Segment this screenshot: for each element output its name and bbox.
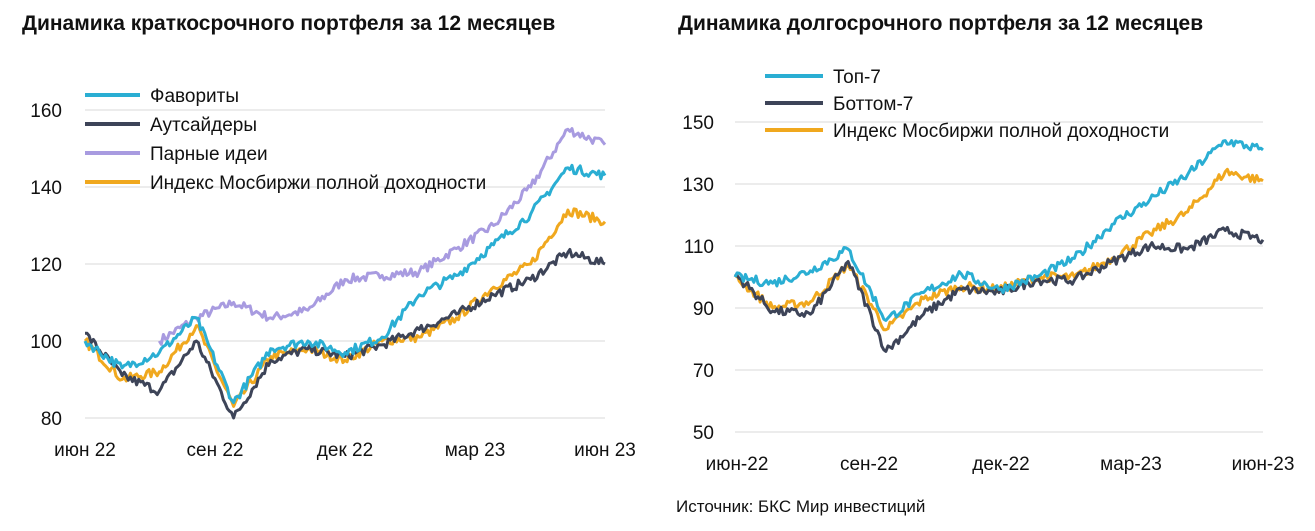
x-tick-label: мар-23	[1100, 454, 1162, 475]
y-tick-label: 100	[30, 332, 62, 353]
y-tick-label: 120	[30, 255, 62, 276]
chart-title-short: Динамика краткосрочного портфеля за 12 м…	[22, 12, 556, 35]
legend-label: Индекс Мосбиржи полной доходности	[833, 121, 1169, 142]
x-tick-label: июн-22	[706, 454, 769, 475]
x-tick-label: июн 23	[574, 440, 636, 461]
legend-label: Топ-7	[833, 67, 881, 88]
chart-title-long: Динамика долгосрочного портфеля за 12 ме…	[678, 12, 1204, 35]
y-tick-label: 160	[30, 101, 62, 122]
y-tick-label: 90	[693, 299, 714, 320]
series-line	[83, 207, 607, 408]
x-tick-label: сен-22	[840, 454, 898, 475]
x-tick-label: дек 22	[317, 440, 373, 461]
x-tick-label: июн 22	[54, 440, 116, 461]
series-line	[85, 248, 606, 420]
legend-label: Фавориты	[150, 86, 239, 107]
legend-label: Боттом-7	[833, 94, 913, 115]
y-tick-label: 130	[682, 175, 714, 196]
series-line	[733, 139, 1264, 322]
legend-label: Аутсайдеры	[150, 115, 257, 136]
y-tick-label: 50	[693, 423, 714, 444]
y-tick-label: 70	[693, 361, 714, 382]
x-tick-label: июн-23	[1232, 454, 1295, 475]
x-tick-label: сен 22	[187, 440, 244, 461]
source-note: Источник: БКС Мир инвестиций	[676, 497, 926, 516]
y-tick-label: 150	[682, 113, 714, 134]
legend-label: Парные идеи	[150, 144, 268, 165]
series-line	[734, 225, 1265, 353]
legend-label: Индекс Мосбиржи полной доходности	[150, 173, 486, 194]
y-tick-label: 110	[684, 237, 714, 258]
y-tick-label: 80	[41, 409, 62, 430]
series-line	[83, 163, 607, 405]
x-tick-label: мар 23	[445, 440, 506, 461]
x-tick-label: дек-22	[972, 454, 1029, 475]
series-line	[158, 127, 607, 346]
y-tick-label: 140	[30, 178, 62, 199]
